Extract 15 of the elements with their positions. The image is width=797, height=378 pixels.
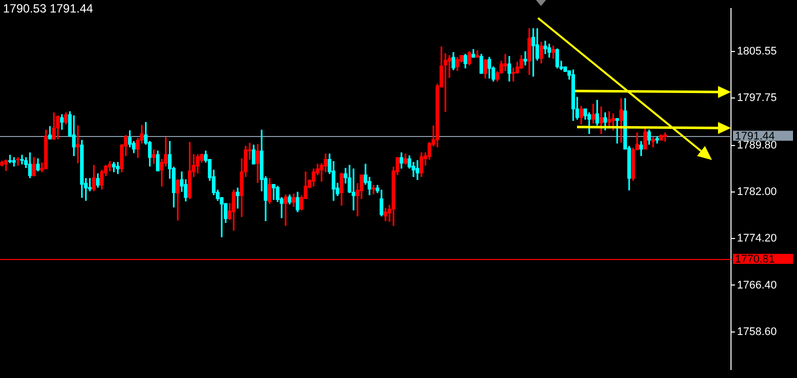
ref-line-label: 1770.81 bbox=[735, 253, 775, 266]
y-tick-label: 1782.00 bbox=[737, 186, 777, 198]
y-tick-label: 1758.60 bbox=[737, 326, 777, 338]
ref-line-label: 1791.44 bbox=[735, 130, 775, 142]
annotation: 1790.53 1791.44 bbox=[3, 1, 94, 16]
y-tick-label: 1789.80 bbox=[737, 140, 777, 152]
y-tick-label: 1805.55 bbox=[737, 46, 777, 58]
candlestick bbox=[16, 157, 20, 166]
candlestick bbox=[12, 157, 16, 166]
candlestick bbox=[352, 168, 356, 210]
candlestick bbox=[372, 184, 376, 194]
y-tick-label: 1766.40 bbox=[737, 279, 777, 292]
candlestick bbox=[20, 154, 24, 164]
y-tick-label: 1774.20 bbox=[737, 232, 777, 245]
y-tick-label: 1797.75 bbox=[737, 92, 777, 104]
